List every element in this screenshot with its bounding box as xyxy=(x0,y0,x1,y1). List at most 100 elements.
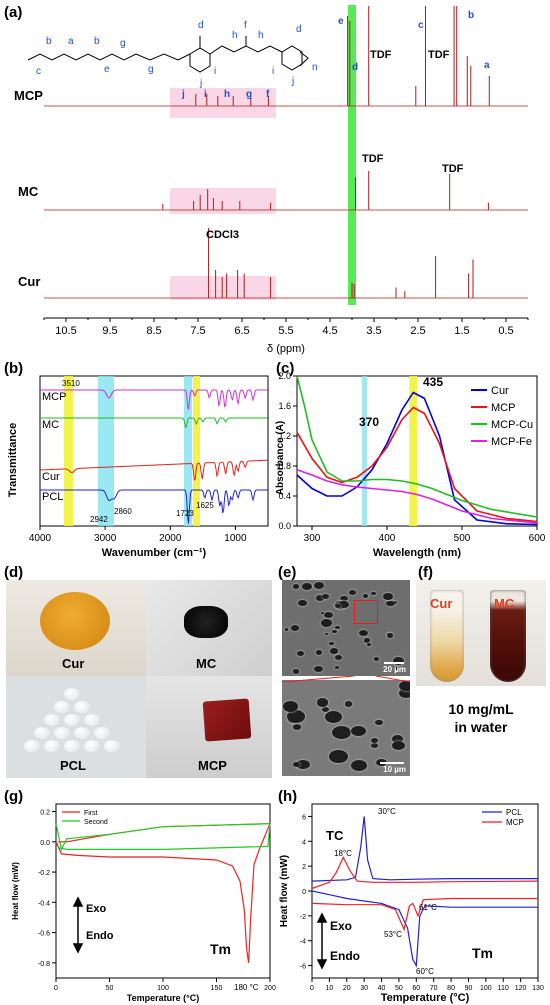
g-ytick-label-2: -0.2 xyxy=(38,870,50,877)
sem-pore xyxy=(302,583,312,591)
pink-peak-letter-h: h xyxy=(224,89,230,100)
pink-peak-letter-j: j xyxy=(181,89,185,100)
sem-pore xyxy=(334,655,342,661)
sem-pore xyxy=(315,595,325,602)
uv-xtick-label-2: 500 xyxy=(454,533,471,544)
sem-pore xyxy=(320,612,325,615)
vial-cur xyxy=(430,590,464,682)
photo-pcl-pellets: PCL xyxy=(6,676,146,778)
b-xlabel: Wavenumber (cm⁻¹) xyxy=(102,547,207,559)
g-ytick-label-4: -0.6 xyxy=(38,931,50,938)
sem-pore xyxy=(325,632,329,635)
nmr-tick-label-3: 7.5 xyxy=(190,325,205,337)
ftir-trace-cur xyxy=(40,459,268,481)
h-xtick-label-13: 130 xyxy=(532,985,544,992)
uv-curve-mcp-cu xyxy=(296,375,538,518)
photo-mcp-film: MCP xyxy=(146,676,272,778)
struct-label-13: i xyxy=(272,66,274,77)
b-label-cur: Cur xyxy=(42,471,60,483)
b-annot-3510: 3510 xyxy=(62,379,80,388)
photo-label-pcl: PCL xyxy=(60,758,86,773)
pcl-pellet xyxy=(64,740,80,752)
uv-xtick-label-1: 400 xyxy=(379,533,396,544)
struct-label-10: h xyxy=(232,30,238,41)
h-xtick-label-8: 80 xyxy=(447,985,455,992)
h-xtick-label-1: 10 xyxy=(325,985,333,992)
peak-label-e: e xyxy=(338,16,344,27)
nmr-tick-label-7: 3.5 xyxy=(366,325,381,337)
sem-pore xyxy=(292,669,300,674)
struct-label-7: d xyxy=(198,20,204,31)
sem-pore xyxy=(393,601,397,604)
sem-pore xyxy=(298,600,307,606)
peak-label-a: a xyxy=(484,60,490,71)
ftir-tick-label-1: 3000 xyxy=(94,533,117,544)
ftir-tick-label-2: 2000 xyxy=(159,533,182,544)
sem-pore xyxy=(338,601,349,609)
pcl-pellet xyxy=(54,701,70,713)
peak-label-c: c xyxy=(418,20,424,31)
uv-ytick-label-0: 0.0 xyxy=(278,521,291,531)
uv-ytick-label-4: 1.6 xyxy=(278,401,291,411)
nmr-tick-label-2: 8.5 xyxy=(146,325,161,337)
sem-pore xyxy=(314,666,323,673)
g-xtick-label-3: 150 xyxy=(211,985,223,992)
vial-label-cur: Cur xyxy=(430,596,453,611)
sem-pore xyxy=(340,595,348,602)
uvvis-chart: 300 400 500 600 0.0 0.4 0.8 1.2 1.6 2.0 Absorbanc… xyxy=(275,371,546,559)
struct-label-15: d xyxy=(296,24,302,35)
sem-pore xyxy=(394,667,399,670)
sem-pore xyxy=(386,632,394,638)
h-xtick-label-6: 60 xyxy=(412,985,420,992)
exo-endo-arrow xyxy=(72,896,84,954)
b-annot-1723: 1723 xyxy=(176,509,194,518)
sem-pore xyxy=(391,740,406,751)
sem-pore xyxy=(324,711,343,724)
h-ytick-label-1: 4 xyxy=(302,839,306,846)
panel-label-h: (h) xyxy=(278,788,298,805)
vial-mc xyxy=(490,590,526,682)
pcl-pellet xyxy=(84,740,100,752)
struct-label-14: j xyxy=(291,76,294,87)
h-18c: 18°C xyxy=(334,849,352,858)
g-legend-label-second: Second xyxy=(84,819,108,826)
h-endo: Endo xyxy=(330,949,360,963)
chemical-structure xyxy=(27,36,309,73)
h-xtick-label-4: 40 xyxy=(378,985,386,992)
g-180: 180 °C xyxy=(234,983,259,992)
nmr-tick-label-0: 10.5 xyxy=(55,325,76,337)
g-tm: Tm xyxy=(210,941,231,957)
g-xtick-label-4: 200 xyxy=(264,985,276,992)
h-xtick-label-3: 30 xyxy=(360,985,368,992)
sem-pore xyxy=(363,638,370,643)
struct-label-8: j xyxy=(199,78,202,89)
uv-legend-label-mcp-fe: MCP-Fe xyxy=(491,436,532,448)
sem-pore xyxy=(398,680,410,692)
sem-pore xyxy=(351,725,366,737)
sem-pore xyxy=(316,650,323,655)
sem-pore xyxy=(316,698,329,707)
pcl-pellet xyxy=(54,727,70,739)
h-ytick-label-3: 0 xyxy=(302,889,306,896)
sem-pore xyxy=(398,687,410,699)
g-xtick-label-0: 0 xyxy=(54,985,58,992)
b-annot-1625: 1625 xyxy=(196,501,214,510)
sem-pore xyxy=(320,619,332,627)
sem-pore xyxy=(331,725,351,739)
sem-pore xyxy=(358,629,368,637)
h-ytick-label-0: 6 xyxy=(302,814,306,821)
b-label-mc: MC xyxy=(42,419,59,431)
annotation-tdf-1: TDF xyxy=(370,49,392,61)
g-ytick-label-0: 0.2 xyxy=(40,810,50,817)
sem-pore xyxy=(393,657,404,665)
h-ylabel: Heat flow (mW) xyxy=(279,855,290,927)
nmr-xlabel: δ (ppm) xyxy=(267,343,305,355)
sem-pore xyxy=(287,710,306,723)
dsc-g-curve-first xyxy=(55,823,271,963)
sem-pore xyxy=(386,600,395,607)
h-legend-label-pcl: PCL xyxy=(506,808,522,817)
sem-pore xyxy=(329,750,348,764)
photo-label-cur: Cur xyxy=(62,656,85,671)
photo-mc-powder: MC xyxy=(146,580,272,676)
sem-pore xyxy=(297,651,304,657)
